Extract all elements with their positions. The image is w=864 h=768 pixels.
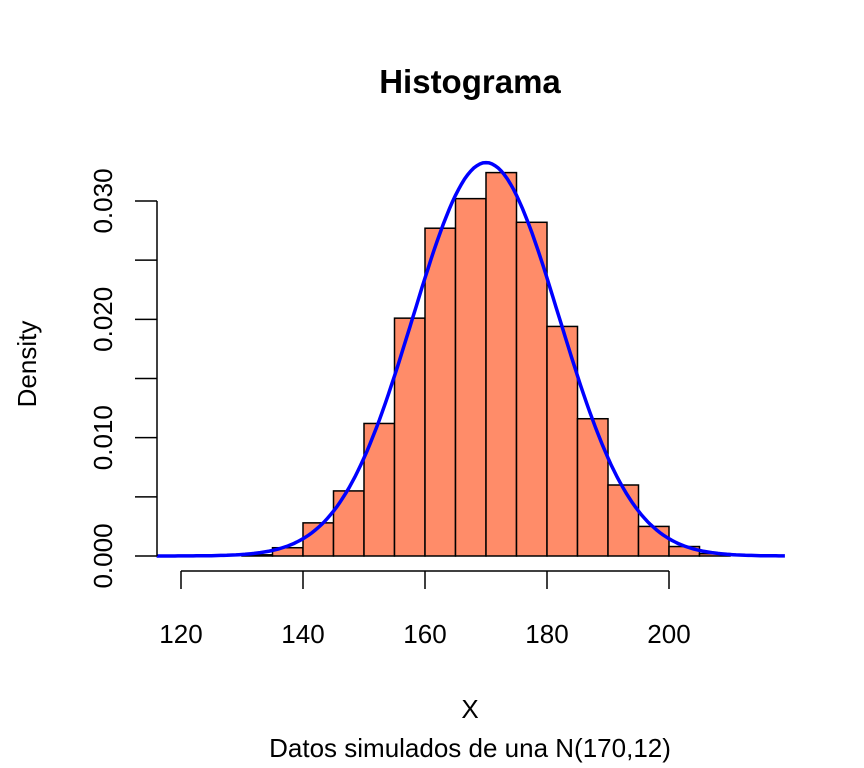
histogram-bars [241, 171, 731, 557]
y-tick-label: 0.010 [88, 405, 118, 470]
histogram-bar [424, 227, 457, 557]
histogram-bar [454, 197, 487, 557]
histogram-bar [515, 221, 548, 557]
histogram-bar [607, 484, 640, 557]
chart-title: Histograma [379, 63, 561, 100]
chart-subtitle: Datos simulados de una N(170,12) [269, 733, 671, 763]
x-tick-label: 160 [403, 619, 446, 649]
histogram-bar [485, 171, 518, 557]
x-tick-label: 140 [281, 619, 324, 649]
normal-density-curve [156, 160, 785, 558]
y-tick-label: 0.000 [88, 523, 118, 588]
x-tick-label: 120 [159, 619, 202, 649]
x-tick-label: 180 [525, 619, 568, 649]
y-tick-label: 0.020 [88, 287, 118, 352]
y-tick-label: 0.030 [88, 168, 118, 233]
histogram-bar [576, 417, 609, 557]
x-axis: 120 140 160 180 200 [159, 570, 691, 649]
histogram-bar [637, 525, 670, 557]
y-axis-label: Density [12, 321, 42, 408]
y-axis: 0.000 0.010 0.020 0.030 [88, 168, 158, 589]
x-tick-label: 200 [647, 619, 690, 649]
histogram-bar [332, 490, 365, 557]
x-axis-label: X [461, 694, 478, 724]
histogram-bar [393, 317, 426, 557]
